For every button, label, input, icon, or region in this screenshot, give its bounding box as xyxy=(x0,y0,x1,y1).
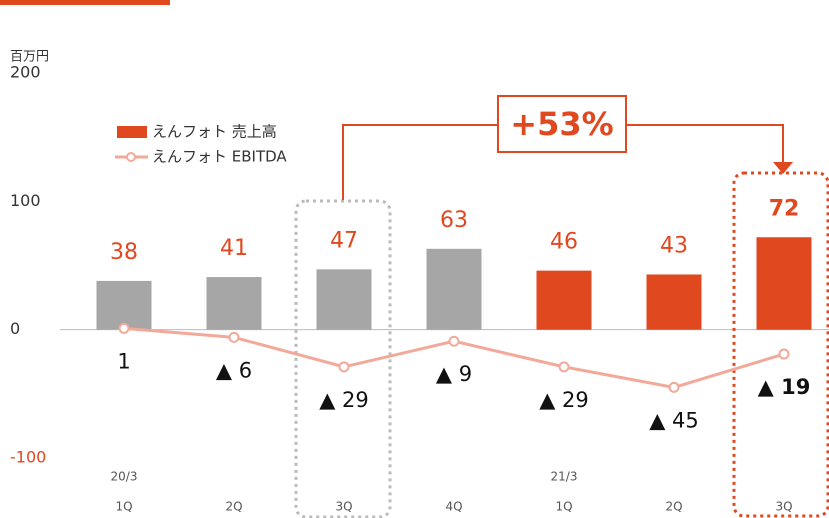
line-label: ▲ 29 xyxy=(539,388,589,412)
line-point xyxy=(778,348,790,360)
line-point xyxy=(558,361,570,373)
line-point xyxy=(338,361,350,373)
line-label: 1 xyxy=(117,349,130,373)
x-tick-label: 2Q xyxy=(665,500,682,514)
bar-label: 41 xyxy=(220,236,248,261)
unit-label: 百万円 xyxy=(10,50,49,65)
x-tick-label: 3Q xyxy=(335,500,352,514)
bar xyxy=(756,237,812,330)
highlight-box xyxy=(294,199,392,518)
bar xyxy=(206,277,262,330)
annotation: +53% xyxy=(510,105,613,143)
period-label: 20/3 xyxy=(111,470,138,484)
line-label: ▲ 45 xyxy=(649,408,699,432)
line-label: ▲ 9 xyxy=(436,362,472,386)
bar xyxy=(646,274,702,330)
header-accent xyxy=(0,0,170,5)
y-tick-label: 200 xyxy=(10,63,41,82)
connector xyxy=(342,124,498,200)
bar xyxy=(426,248,482,330)
bar-label: 46 xyxy=(550,230,578,255)
bar-label: 38 xyxy=(110,240,138,265)
bar-label: 47 xyxy=(330,228,358,253)
legend-label: えんフォト 売上高 xyxy=(152,123,277,141)
legend-swatch xyxy=(117,126,147,138)
y-tick-label: -100 xyxy=(10,448,46,467)
y-tick-label: 100 xyxy=(10,191,41,210)
connector xyxy=(626,124,784,162)
bar xyxy=(316,269,372,330)
x-tick-label: 2Q xyxy=(225,500,242,514)
bar-label: 63 xyxy=(440,208,468,233)
bar-label: 43 xyxy=(660,233,688,258)
y-tick-label: 0 xyxy=(10,319,20,338)
x-tick-label: 3Q xyxy=(775,500,792,514)
period-label: 21/3 xyxy=(551,470,578,484)
bar-label: 72 xyxy=(769,196,800,221)
line-label: ▲ 29 xyxy=(319,388,369,412)
x-tick-label: 1Q xyxy=(115,500,132,514)
bar xyxy=(96,280,152,330)
x-tick-label: 4Q xyxy=(445,500,462,514)
line-point xyxy=(448,335,460,347)
highlight-box xyxy=(732,171,829,518)
x-tick-label: 1Q xyxy=(555,500,572,514)
line-label: ▲ 19 xyxy=(758,375,811,399)
arrow-head xyxy=(773,162,793,174)
legend-swatch xyxy=(126,152,136,162)
annotation-box xyxy=(497,95,627,153)
line-point xyxy=(668,381,680,393)
line-label: ▲ 6 xyxy=(216,358,252,382)
legend-label: えんフォト EBITDA xyxy=(152,148,287,166)
line-point xyxy=(118,322,130,334)
line-point xyxy=(228,331,240,343)
bar xyxy=(536,270,592,330)
